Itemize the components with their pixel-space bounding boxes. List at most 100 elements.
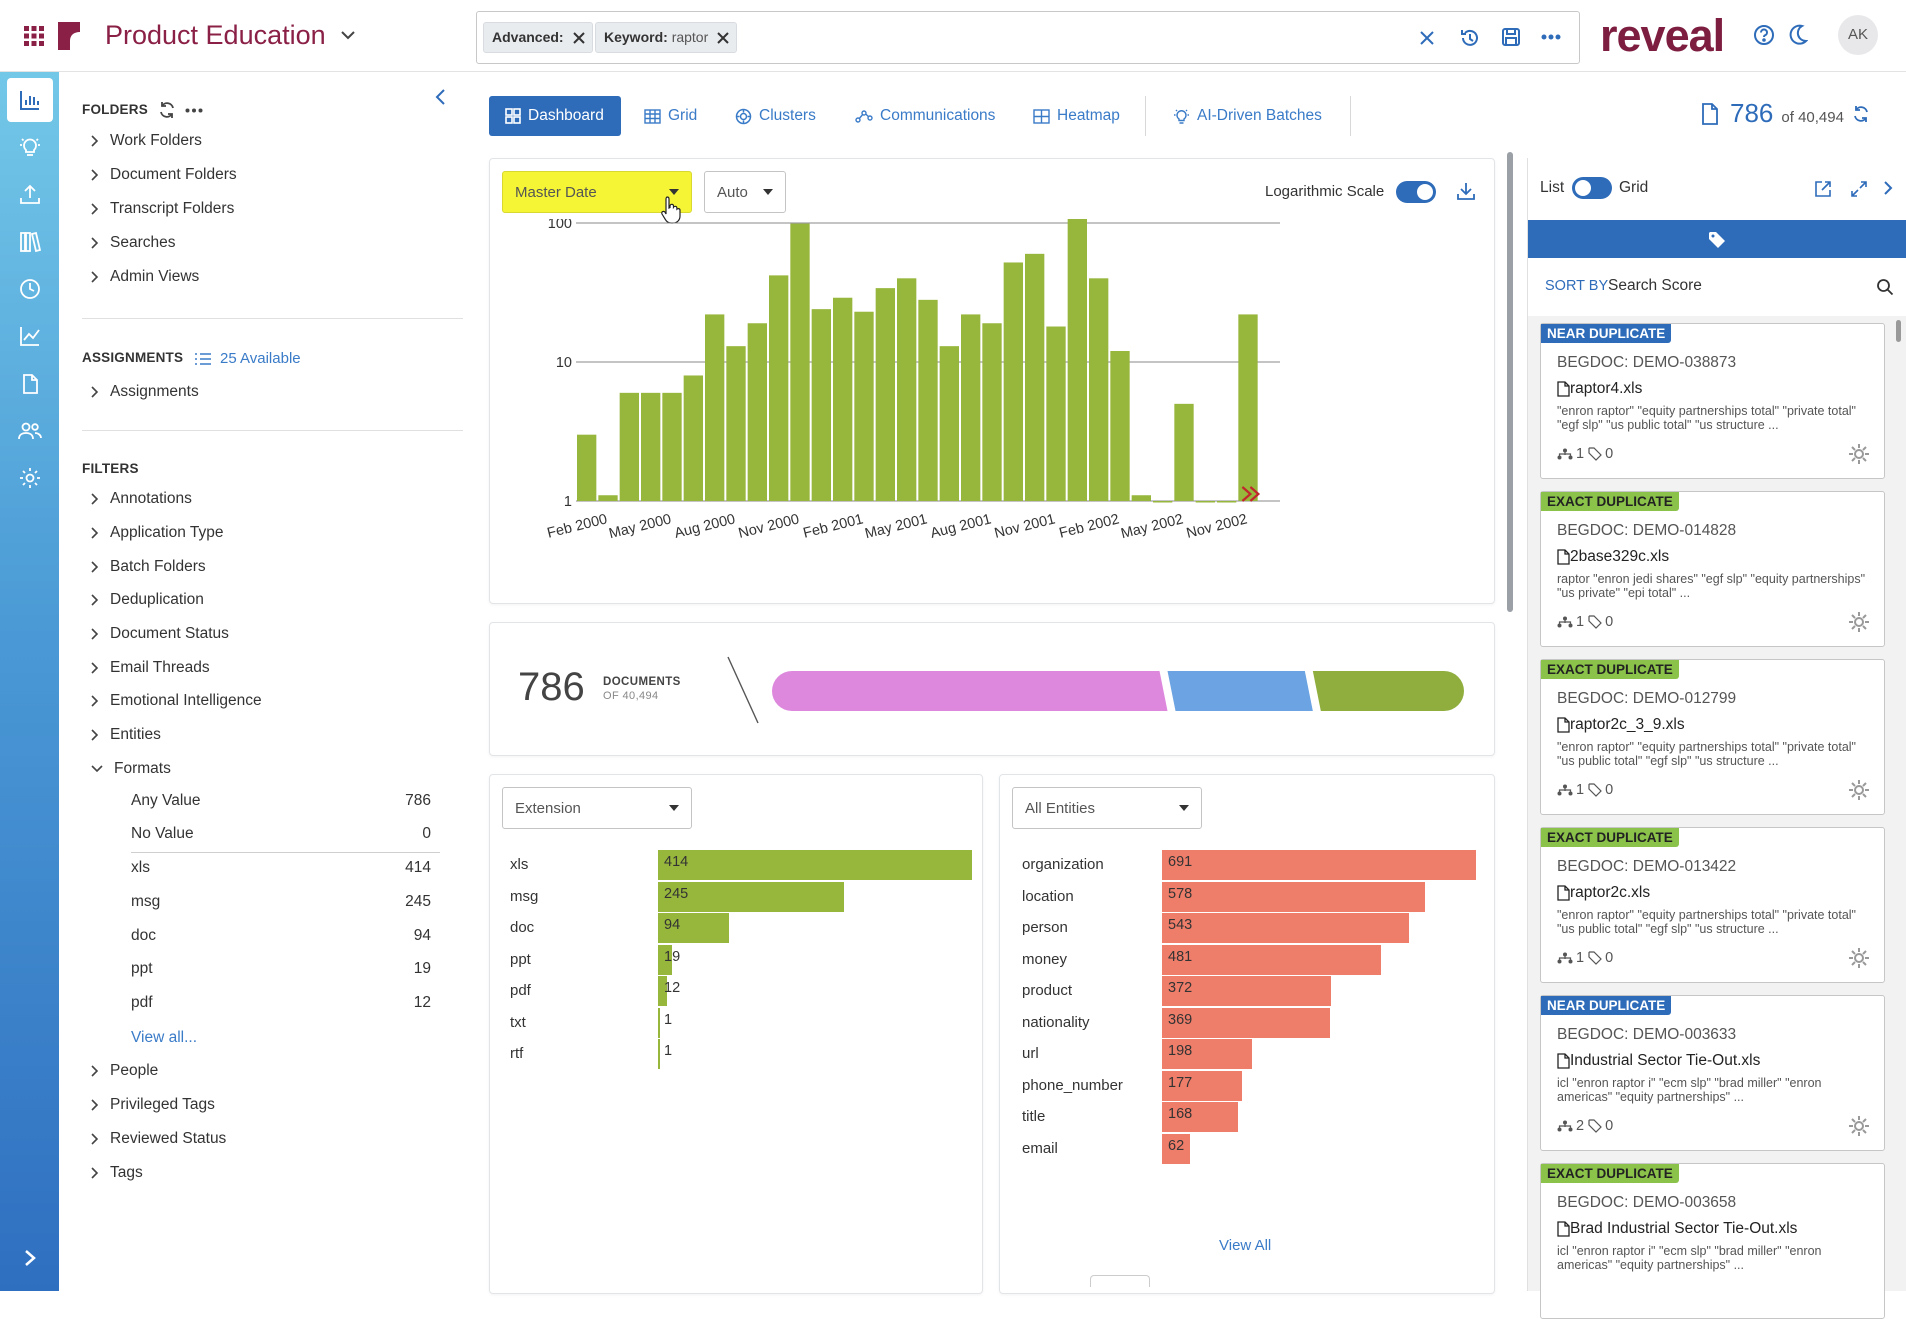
result-card[interactable]: EXACT DUPLICATE BEGDOC: DEMO-012799 raptor… <box>1540 659 1885 815</box>
refresh-icon[interactable] <box>158 101 176 119</box>
format-value-row[interactable]: msg 245 <box>131 893 431 910</box>
bar[interactable] <box>1162 913 1409 943</box>
download-icon[interactable] <box>1456 181 1476 201</box>
timeline-bar[interactable] <box>1067 219 1087 502</box>
format-value-row[interactable]: doc 94 <box>131 927 431 944</box>
file-name[interactable]: 2base329c.xls <box>1557 548 1669 566</box>
summary-segment[interactable] <box>1167 671 1313 711</box>
ai-status-icon[interactable] <box>1848 779 1870 801</box>
users-icon[interactable] <box>7 409 53 453</box>
main-scrollbar[interactable] <box>1507 152 1513 612</box>
timeline-bar[interactable] <box>705 314 725 501</box>
timeline-bar[interactable] <box>662 392 682 501</box>
timeline-bar[interactable] <box>769 275 789 501</box>
folder-item[interactable]: Transcript Folders <box>90 200 234 218</box>
chevron-down-icon[interactable] <box>340 30 356 40</box>
bar[interactable] <box>1162 1133 1191 1164</box>
search-icon[interactable] <box>1876 278 1894 296</box>
timeline-bar[interactable] <box>939 346 959 501</box>
list-grid-toggle[interactable] <box>1572 177 1612 199</box>
library-icon[interactable] <box>7 220 53 264</box>
timeline-bar[interactable] <box>1046 326 1066 501</box>
timeline-bar[interactable] <box>918 299 938 501</box>
analytics-icon[interactable] <box>7 314 53 358</box>
timeline-bar[interactable] <box>1003 262 1023 501</box>
format-value-row[interactable]: Any Value 786 <box>131 792 431 809</box>
timeline-bar[interactable] <box>875 288 895 501</box>
file-name[interactable]: Brad Industrial Sector Tie-Out.xls <box>1557 1220 1797 1238</box>
timeline-bar[interactable] <box>790 223 810 502</box>
timeline-bar[interactable] <box>1217 501 1237 503</box>
reveal-logo-icon[interactable] <box>56 20 82 52</box>
timeline-bar[interactable] <box>683 375 703 501</box>
result-card[interactable]: NEAR DUPLICATE BEGDOC: DEMO-038873 raptor4… <box>1540 323 1885 479</box>
timeline-bar[interactable] <box>641 392 661 501</box>
file-name[interactable]: raptor2c.xls <box>1557 884 1650 902</box>
tab-heatmap[interactable]: Heatmap <box>1023 96 1130 136</box>
dashboard-nav-icon[interactable] <box>7 78 53 122</box>
timeline-bar[interactable] <box>982 323 1002 501</box>
timeline-bar[interactable] <box>619 392 639 501</box>
format-value-row[interactable]: pdf 12 <box>131 994 431 1011</box>
summary-segment[interactable] <box>772 671 1168 711</box>
assignments-item[interactable]: Assignments <box>90 383 199 401</box>
result-card[interactable]: NEAR DUPLICATE BEGDOC: DEMO-003633 Industr… <box>1540 995 1885 1151</box>
bar[interactable] <box>658 881 844 912</box>
pop-out-icon[interactable] <box>1814 180 1832 198</box>
results-scrollbar[interactable] <box>1896 320 1901 342</box>
bar[interactable] <box>658 944 673 975</box>
file-name[interactable]: raptor4.xls <box>1557 380 1642 398</box>
bar[interactable] <box>658 850 972 880</box>
timeline-bar[interactable] <box>598 495 618 501</box>
date-field-dropdown[interactable]: Master Date <box>502 171 692 213</box>
upload-icon[interactable] <box>7 172 53 216</box>
tag-bar[interactable] <box>1528 220 1906 258</box>
timeline-bar[interactable] <box>577 434 597 501</box>
interval-dropdown[interactable]: Auto <box>704 171 786 213</box>
summary-segment[interactable] <box>1312 671 1464 711</box>
search-chip-keyword[interactable]: Keyword: raptor <box>595 22 738 53</box>
format-value-row[interactable]: xls 414 <box>131 859 431 876</box>
timeline-bar[interactable] <box>897 278 917 501</box>
filter-item[interactable]: Document Status <box>90 625 229 643</box>
app-grid-icon[interactable] <box>24 26 44 46</box>
timeline-bar[interactable] <box>1195 501 1215 503</box>
bar[interactable] <box>1162 976 1332 1006</box>
help-icon[interactable] <box>1753 24 1775 46</box>
bar[interactable] <box>658 976 668 1006</box>
file-name[interactable]: raptor2c_3_9.xls <box>1557 716 1685 734</box>
timeline-bar[interactable] <box>1025 253 1045 501</box>
tab-grid[interactable]: Grid <box>634 96 707 136</box>
bar[interactable] <box>1162 850 1476 880</box>
result-card[interactable]: EXACT DUPLICATE BEGDOC: DEMO-003658 Brad I… <box>1540 1163 1885 1319</box>
avatar[interactable]: AK <box>1838 15 1878 55</box>
tab-ai-driven-batches[interactable]: AI-Driven Batches <box>1163 96 1332 136</box>
folder-item[interactable]: Document Folders <box>90 166 237 184</box>
panel-handle[interactable] <box>1090 1275 1150 1287</box>
document-icon[interactable] <box>7 362 53 406</box>
tab-dashboard[interactable]: Dashboard <box>489 96 621 136</box>
result-card[interactable]: EXACT DUPLICATE BEGDOC: DEMO-014828 2base3… <box>1540 491 1885 647</box>
scroll-right-icon[interactable] <box>1241 486 1261 502</box>
filter-item[interactable]: Tags <box>90 1164 143 1182</box>
ai-status-icon[interactable] <box>1848 1115 1870 1137</box>
search-chip-advanced[interactable]: Advanced: <box>483 22 593 53</box>
clock-icon[interactable] <box>7 267 53 311</box>
timeline-bar[interactable] <box>854 311 874 501</box>
bar[interactable] <box>1162 881 1425 912</box>
collapse-sidebar-icon[interactable] <box>434 88 446 106</box>
filter-item[interactable]: Application Type <box>90 524 223 542</box>
timeline-bar[interactable] <box>726 346 746 501</box>
expand-icon[interactable] <box>1850 180 1868 198</box>
ai-status-icon[interactable] <box>1848 947 1870 969</box>
timeline-bar[interactable] <box>1131 495 1151 501</box>
sort-value[interactable]: Search Score <box>1608 277 1702 294</box>
history-icon[interactable] <box>1459 27 1481 49</box>
workspace-title[interactable]: Product Education <box>105 20 326 50</box>
timeline-bar[interactable] <box>1174 403 1194 501</box>
timeline-bar[interactable] <box>747 323 767 501</box>
bar[interactable] <box>1162 944 1381 975</box>
bar[interactable] <box>1162 1070 1243 1101</box>
entities-dropdown[interactable]: All Entities <box>1012 787 1202 829</box>
